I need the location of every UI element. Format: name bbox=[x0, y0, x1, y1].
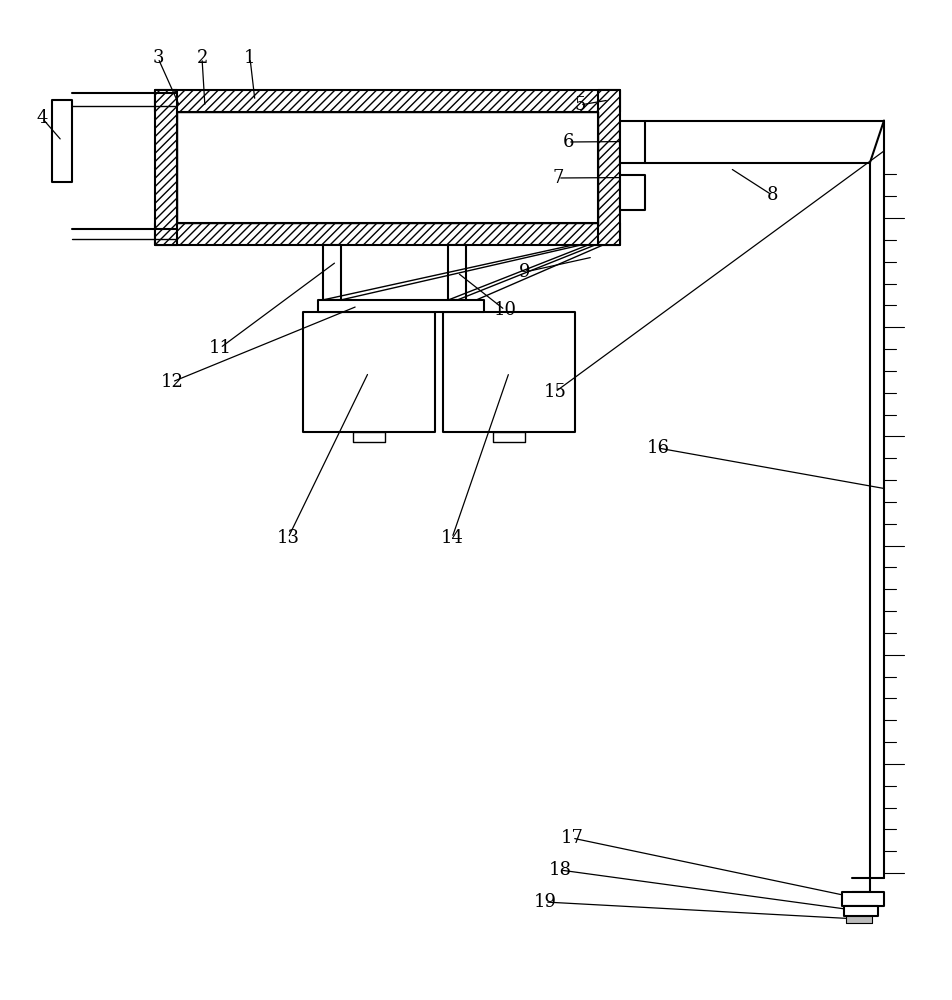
Bar bbox=[444, 312, 575, 432]
Text: 3: 3 bbox=[152, 49, 164, 67]
Bar bbox=[323, 245, 341, 300]
Text: 4: 4 bbox=[36, 109, 48, 127]
Bar bbox=[155, 223, 620, 245]
Bar bbox=[846, 916, 872, 923]
Text: 1: 1 bbox=[245, 49, 256, 67]
Bar bbox=[155, 90, 620, 112]
Text: 16: 16 bbox=[646, 439, 669, 457]
Bar bbox=[155, 90, 177, 245]
Bar bbox=[352, 432, 385, 442]
Bar bbox=[620, 120, 645, 162]
Text: 14: 14 bbox=[441, 529, 464, 547]
Text: 12: 12 bbox=[161, 373, 184, 391]
Bar bbox=[448, 245, 466, 300]
Bar bbox=[598, 90, 620, 245]
Text: 8: 8 bbox=[766, 186, 778, 204]
Text: 6: 6 bbox=[563, 133, 574, 151]
Bar bbox=[842, 892, 884, 906]
Text: 13: 13 bbox=[276, 529, 300, 547]
Text: 7: 7 bbox=[552, 169, 564, 187]
Bar bbox=[493, 432, 526, 442]
Text: 17: 17 bbox=[561, 829, 584, 847]
Text: 10: 10 bbox=[493, 301, 517, 319]
Bar bbox=[620, 175, 645, 210]
Text: 11: 11 bbox=[208, 339, 231, 357]
Text: 19: 19 bbox=[533, 893, 557, 911]
Bar bbox=[844, 906, 878, 916]
Text: 15: 15 bbox=[544, 383, 566, 401]
Text: 2: 2 bbox=[196, 49, 208, 67]
Bar bbox=[303, 312, 435, 432]
Bar bbox=[318, 300, 485, 312]
Text: 18: 18 bbox=[548, 861, 571, 879]
Text: 9: 9 bbox=[519, 263, 531, 281]
Text: 5: 5 bbox=[574, 96, 585, 114]
Bar bbox=[52, 100, 72, 182]
